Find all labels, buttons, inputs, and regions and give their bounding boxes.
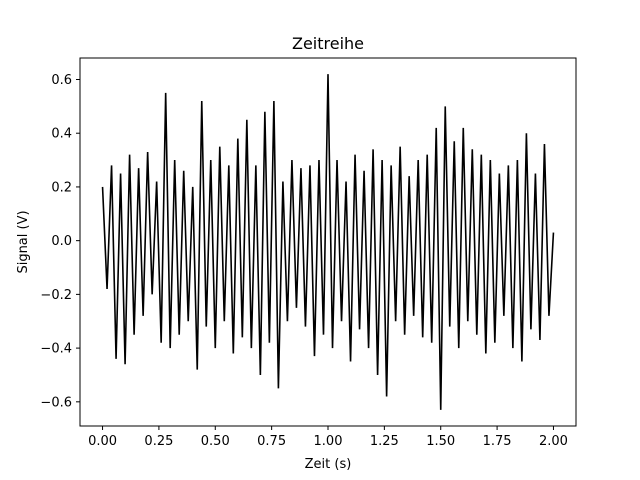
x-tick-label: 0.00	[88, 434, 117, 449]
series-line-0	[101, 74, 555, 410]
x-axis: 0.00 0.25 0.50 0.75 1.00 1.25 1.50 1.75 2.00	[88, 426, 568, 449]
x-tick-label: 0.25	[144, 434, 173, 449]
y-tick-label: 0.0	[51, 234, 72, 249]
x-tick-label: 0.50	[201, 434, 230, 449]
series-layer	[101, 74, 555, 410]
y-tick-label: −0.4	[40, 342, 72, 357]
chart-title: Zeitreihe	[292, 34, 364, 53]
y-tick-label: −0.6	[40, 395, 72, 410]
x-tick-label: 1.00	[314, 434, 343, 449]
y-axis: −0.6 −0.4 −0.2 0.0 0.2 0.4 0.6	[40, 73, 80, 410]
x-tick-label: 1.50	[426, 434, 455, 449]
y-tick-label: 0.6	[51, 73, 72, 88]
x-tick-label: 2.00	[539, 434, 568, 449]
y-tick-label: 0.2	[51, 180, 72, 195]
x-tick-label: 1.75	[483, 434, 512, 449]
y-axis-label: Signal (V)	[16, 210, 31, 273]
y-tick-label: 0.4	[51, 127, 72, 142]
x-axis-label: Zeit (s)	[305, 457, 352, 472]
y-tick-label: −0.2	[40, 288, 72, 303]
x-tick-label: 0.75	[257, 434, 286, 449]
x-tick-label: 1.25	[370, 434, 399, 449]
